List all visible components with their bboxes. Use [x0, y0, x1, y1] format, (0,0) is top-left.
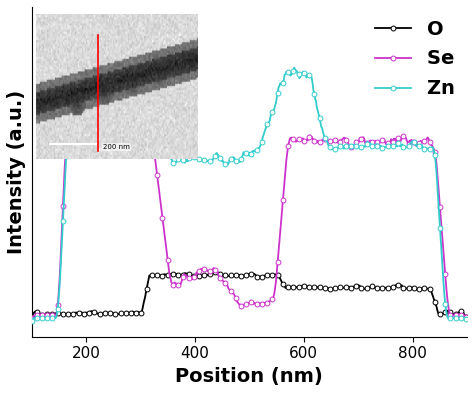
O [213, 270, 219, 275]
O [237, 272, 242, 277]
Se [464, 316, 470, 320]
Line: Se: Se [29, 114, 469, 322]
O [455, 310, 460, 315]
Legend: $\mathbf{O}$, $\mathbf{Se}$, $\mathbf{Zn}$: $\mathbf{O}$, $\mathbf{Se}$, $\mathbf{Zn… [372, 16, 458, 102]
O [265, 273, 271, 278]
O [386, 286, 392, 290]
Zn [239, 155, 245, 160]
Se [106, 115, 111, 119]
Zn [464, 317, 470, 322]
X-axis label: Position (nm): Position (nm) [175, 367, 323, 386]
Se [239, 303, 245, 307]
Zn [455, 316, 460, 320]
Se [237, 302, 242, 307]
Se [28, 317, 34, 321]
Se [289, 136, 294, 140]
Zn [289, 72, 294, 77]
Y-axis label: Intensity (a.u.): Intensity (a.u.) [7, 90, 26, 254]
Zn [237, 159, 242, 164]
O [464, 316, 470, 321]
Zn [386, 143, 392, 148]
Line: O: O [29, 270, 469, 321]
Se [455, 313, 460, 318]
O [28, 314, 34, 319]
Se [386, 141, 392, 146]
O [289, 285, 294, 290]
Line: Zn: Zn [29, 59, 469, 323]
Se [265, 300, 271, 305]
Zn [100, 60, 105, 64]
Zn [28, 318, 34, 323]
O [239, 273, 245, 278]
Zn [265, 121, 271, 126]
